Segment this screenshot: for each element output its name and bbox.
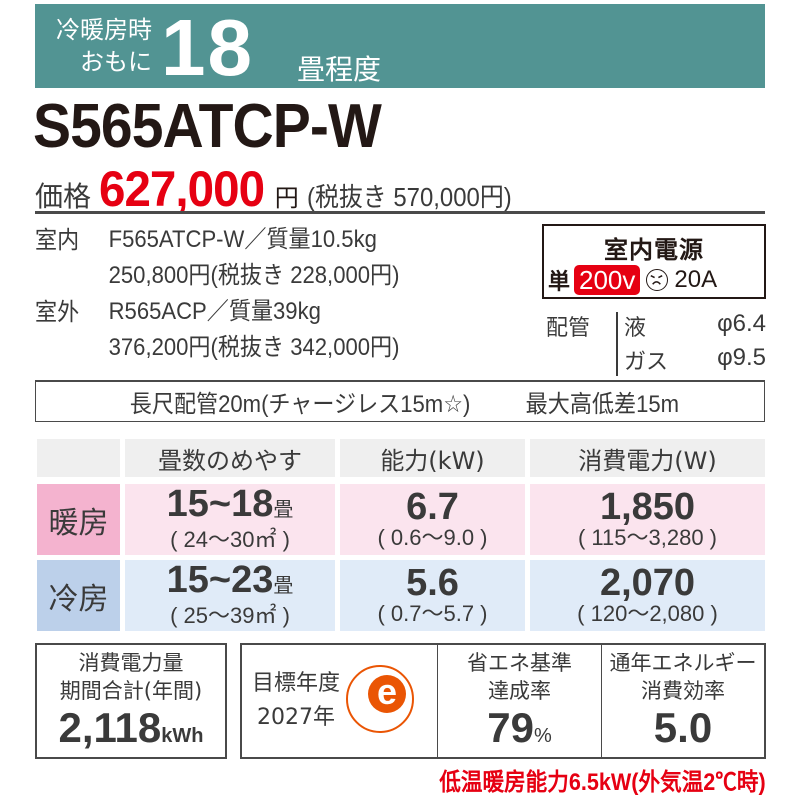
outdoor-label: 室外 <box>35 298 80 326</box>
achievement-rate-cell: 省エネ基準 達成率 79% <box>438 645 602 757</box>
cooling-capacity-range: ( 0.7〜5.7 ) <box>377 600 488 626</box>
power-spec: 単 200v 20A <box>548 264 717 296</box>
header-sub-line2: おもに <box>80 48 152 76</box>
heating-capacity-range: ( 0.6〜9.0 ) <box>377 524 488 550</box>
pipe-length-box: 長尺配管20m(チャージレス15m☆) 最大高低差15m <box>35 382 765 422</box>
annual-title1: 消費電力量 <box>78 651 184 675</box>
heating-tatami-cell: 15~18畳 ( 24〜30㎡ ) <box>125 484 335 555</box>
annual-value: 2,118kWh <box>58 704 204 751</box>
height-diff-spec: 最大高低差15m <box>525 391 679 418</box>
plug-outlet-icon <box>646 269 669 291</box>
rate-title1: 省エネ基準 <box>467 651 572 675</box>
target-year-cell: 目標年度 2027年 e <box>242 645 438 757</box>
target-year: 目標年度 2027年 <box>252 667 340 735</box>
energy-saving-e-mark-icon: e <box>346 665 414 733</box>
cooling-tatami-cell: 15~23畳 ( 25〜39㎡ ) <box>125 560 335 631</box>
ampere: 20A <box>674 266 718 293</box>
header-subtitle: 冷暖房時 おもに <box>47 14 152 78</box>
header-tatami: 畳数のめやす <box>125 439 335 477</box>
outdoor-model-weight: R565ACP／質量39kg <box>108 298 321 325</box>
header-capacity: 能力(kW) <box>340 439 525 477</box>
cooling-power: 2,070 <box>599 561 696 604</box>
annual-consumption-box: 消費電力量 期間合計(年間) 2,118kWh <box>35 643 227 759</box>
indoor-power-box: 室内電源 単 200v 20A <box>542 224 766 299</box>
heating-tatami: 15~18畳 <box>166 483 294 525</box>
heating-power-cell: 1,850 ( 115〜3,280 ) <box>530 484 765 555</box>
unit-details: 室内 F565ATCP-W／質量10.5kg 250,800円(税抜き 228,… <box>35 222 515 366</box>
rate-value: 79% <box>487 704 552 751</box>
indoor-unit-line: 室内 F565ATCP-W／質量10.5kg <box>35 222 477 258</box>
divider <box>35 211 765 214</box>
target-year-value: 2027年 <box>257 705 335 730</box>
cooling-tatami: 15~23畳 <box>166 559 294 601</box>
header-band: 冷暖房時 おもに 18 畳程度 <box>35 4 765 88</box>
gas-pipe: ガス φ9.5 <box>624 344 766 376</box>
indoor-price: 250,800円(税抜き 228,000円) <box>108 262 400 289</box>
annual-title2: 期間合計(年間) <box>59 679 203 703</box>
model-number: S565ATCP-W <box>33 92 382 161</box>
apf-cell: 通年エネルギー 消費効率 5.0 <box>602 645 764 757</box>
rate-title2: 達成率 <box>488 679 551 703</box>
row-label-cooling: 冷房 <box>37 560 120 631</box>
piping-spec: 配管 液 φ6.4 ガス φ9.5 <box>546 310 766 378</box>
piping-label: 配管 <box>546 316 591 341</box>
cooling-area: ( 25〜39㎡ ) <box>170 603 290 628</box>
price-row: 価格 627,000 円 (税抜き 570,000円) <box>35 160 529 217</box>
indoor-model-weight: F565ATCP-W／質量10.5kg <box>108 226 377 253</box>
header-sub-line1: 冷暖房時 <box>56 16 152 44</box>
cooling-power-range: ( 120〜2,080 ) <box>577 600 718 626</box>
price-yen: 円 <box>274 184 299 212</box>
outdoor-price: 376,200円(税抜き 342,000円) <box>108 334 400 361</box>
row-label-heating: 暖房 <box>37 484 120 555</box>
e-mark-letter: e <box>368 674 406 713</box>
tatami-count: 18 <box>161 3 254 92</box>
price-value: 627,000 <box>99 161 265 217</box>
energy-saving-box: 目標年度 2027年 e 省エネ基準 達成率 79% 通年エネルギー 消費効率 … <box>240 643 766 759</box>
header-power: 消費電力(W) <box>530 439 765 477</box>
target-year-label: 目標年度 <box>252 671 341 696</box>
piping-divider <box>616 312 618 376</box>
liquid-pipe: 液 φ6.4 <box>624 310 766 342</box>
gas-value: φ9.5 <box>717 344 766 371</box>
power-phase: 単 <box>548 270 571 295</box>
heating-power-range: ( 115〜3,280 ) <box>577 524 717 550</box>
apf-title2: 消費効率 <box>641 679 725 703</box>
price-label: 価格 <box>35 180 92 213</box>
long-pipe-spec: 長尺配管20m(チャージレス15m☆) <box>129 391 470 418</box>
cooling-capacity-cell: 5.6 ( 0.7〜5.7 ) <box>340 560 525 631</box>
divider <box>35 380 765 382</box>
outdoor-unit-line: 室外 R565ACP／質量39kg <box>35 294 477 330</box>
heating-area: ( 24〜30㎡ ) <box>170 527 290 552</box>
liquid-label: 液 <box>624 316 647 341</box>
header-blank <box>37 439 120 477</box>
price-tax-excluded: (税抜き 570,000円) <box>306 182 512 212</box>
apf-title1: 通年エネルギー <box>609 651 757 675</box>
liquid-value: φ6.4 <box>717 310 766 337</box>
tatami-unit: 畳程度 <box>297 53 382 86</box>
apf-value: 5.0 <box>653 704 713 751</box>
cooling-capacity: 5.6 <box>406 561 459 604</box>
low-temp-heating-note: 低温暖房能力6.5kW(外気温2℃時) <box>439 769 766 796</box>
heating-power: 1,850 <box>599 485 696 528</box>
cooling-power-cell: 2,070 ( 120〜2,080 ) <box>530 560 765 631</box>
gas-label: ガス <box>624 350 669 375</box>
heating-capacity-cell: 6.7 ( 0.6〜9.0 ) <box>340 484 525 555</box>
power-title: 室内電源 <box>604 236 704 264</box>
voltage-badge: 200v <box>574 265 641 295</box>
heating-capacity: 6.7 <box>406 485 459 528</box>
indoor-label: 室内 <box>35 226 80 254</box>
